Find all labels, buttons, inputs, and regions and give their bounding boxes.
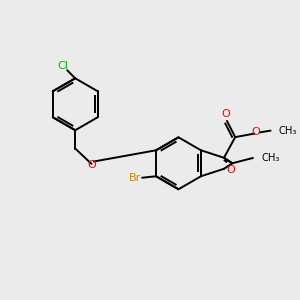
Text: O: O — [226, 165, 235, 175]
Text: CH₃: CH₃ — [261, 153, 280, 163]
Text: O: O — [87, 160, 96, 170]
Text: CH₃: CH₃ — [279, 126, 297, 136]
Text: O: O — [251, 127, 260, 137]
Text: Br: Br — [129, 173, 141, 183]
Text: O: O — [221, 110, 230, 119]
Text: Cl: Cl — [57, 61, 68, 71]
